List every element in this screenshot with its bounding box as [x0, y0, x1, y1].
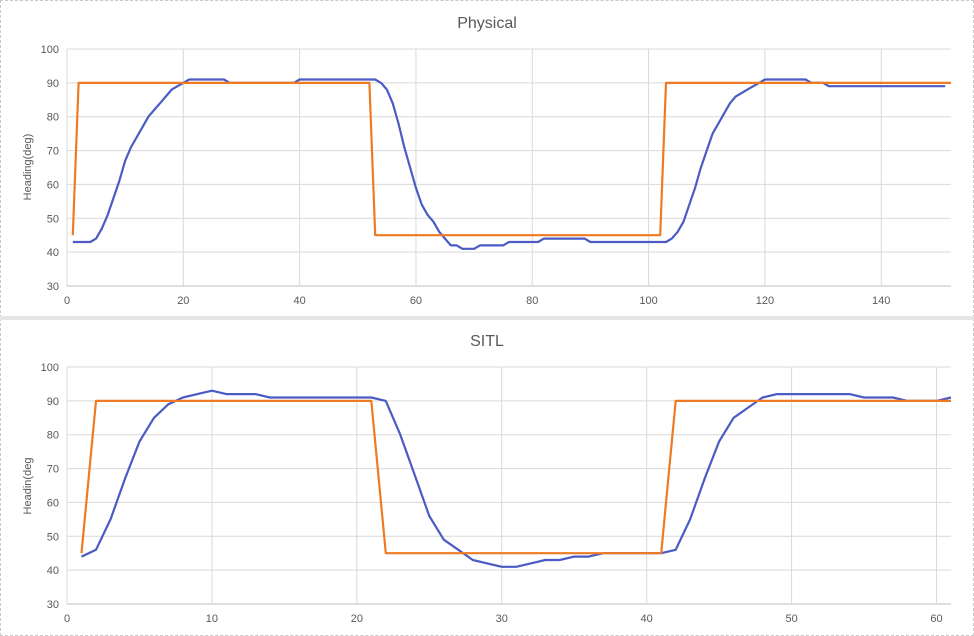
x-tick-label-physical: 60 — [410, 295, 422, 307]
y-tick-label-physical: 100 — [41, 44, 59, 56]
chart-panel-sitl — [0, 318, 974, 636]
x-tick-label-physical: 80 — [526, 295, 538, 307]
y-tick-label-physical: 50 — [47, 213, 59, 225]
x-tick-label-sitl: 10 — [206, 613, 218, 625]
x-tick-label-physical: 40 — [294, 295, 306, 307]
y-tick-label-sitl: 90 — [47, 396, 59, 408]
x-tick-label-physical: 0 — [64, 295, 70, 307]
x-tick-label-physical: 100 — [639, 295, 657, 307]
y-tick-label-sitl: 100 — [41, 362, 59, 374]
y-tick-label-sitl: 30 — [47, 599, 59, 611]
chart-title-sitl: SITL — [470, 333, 504, 350]
chart-panel-physical — [0, 0, 974, 318]
series-line-sitl-1 — [80, 399, 951, 555]
y-tick-label-sitl: 40 — [47, 565, 59, 577]
y-tick-label-physical: 70 — [47, 146, 59, 158]
y-axis-label-sitl: Headin(deg — [22, 458, 34, 515]
x-tick-label-sitl: 60 — [930, 613, 942, 625]
x-tick-label-sitl: 30 — [496, 613, 508, 625]
x-tick-label-physical: 20 — [177, 295, 189, 307]
x-tick-label-physical: 120 — [756, 295, 774, 307]
x-tick-label-sitl: 0 — [64, 613, 70, 625]
x-tick-label-physical: 140 — [872, 295, 890, 307]
y-tick-label-physical: 40 — [47, 247, 59, 259]
y-tick-label-sitl: 50 — [47, 531, 59, 543]
y-tick-label-physical: 80 — [47, 112, 59, 124]
y-axis-label-physical: Heading(deg) — [22, 134, 34, 201]
y-tick-label-physical: 30 — [47, 281, 59, 293]
series-line-sitl-0 — [81, 389, 952, 568]
x-tick-label-sitl: 40 — [641, 613, 653, 625]
y-tick-label-sitl: 60 — [47, 497, 59, 509]
x-tick-label-sitl: 50 — [785, 613, 797, 625]
series-line-physical-1 — [71, 81, 951, 237]
x-tick-label-sitl: 20 — [351, 613, 363, 625]
panel-divider — [0, 316, 974, 320]
series-line-physical-0 — [72, 78, 946, 250]
y-tick-label-sitl: 80 — [47, 430, 59, 442]
y-tick-label-physical: 90 — [47, 78, 59, 90]
y-tick-label-physical: 60 — [47, 179, 59, 191]
chart-title-physical: Physical — [457, 15, 517, 32]
y-tick-label-sitl: 70 — [47, 464, 59, 476]
